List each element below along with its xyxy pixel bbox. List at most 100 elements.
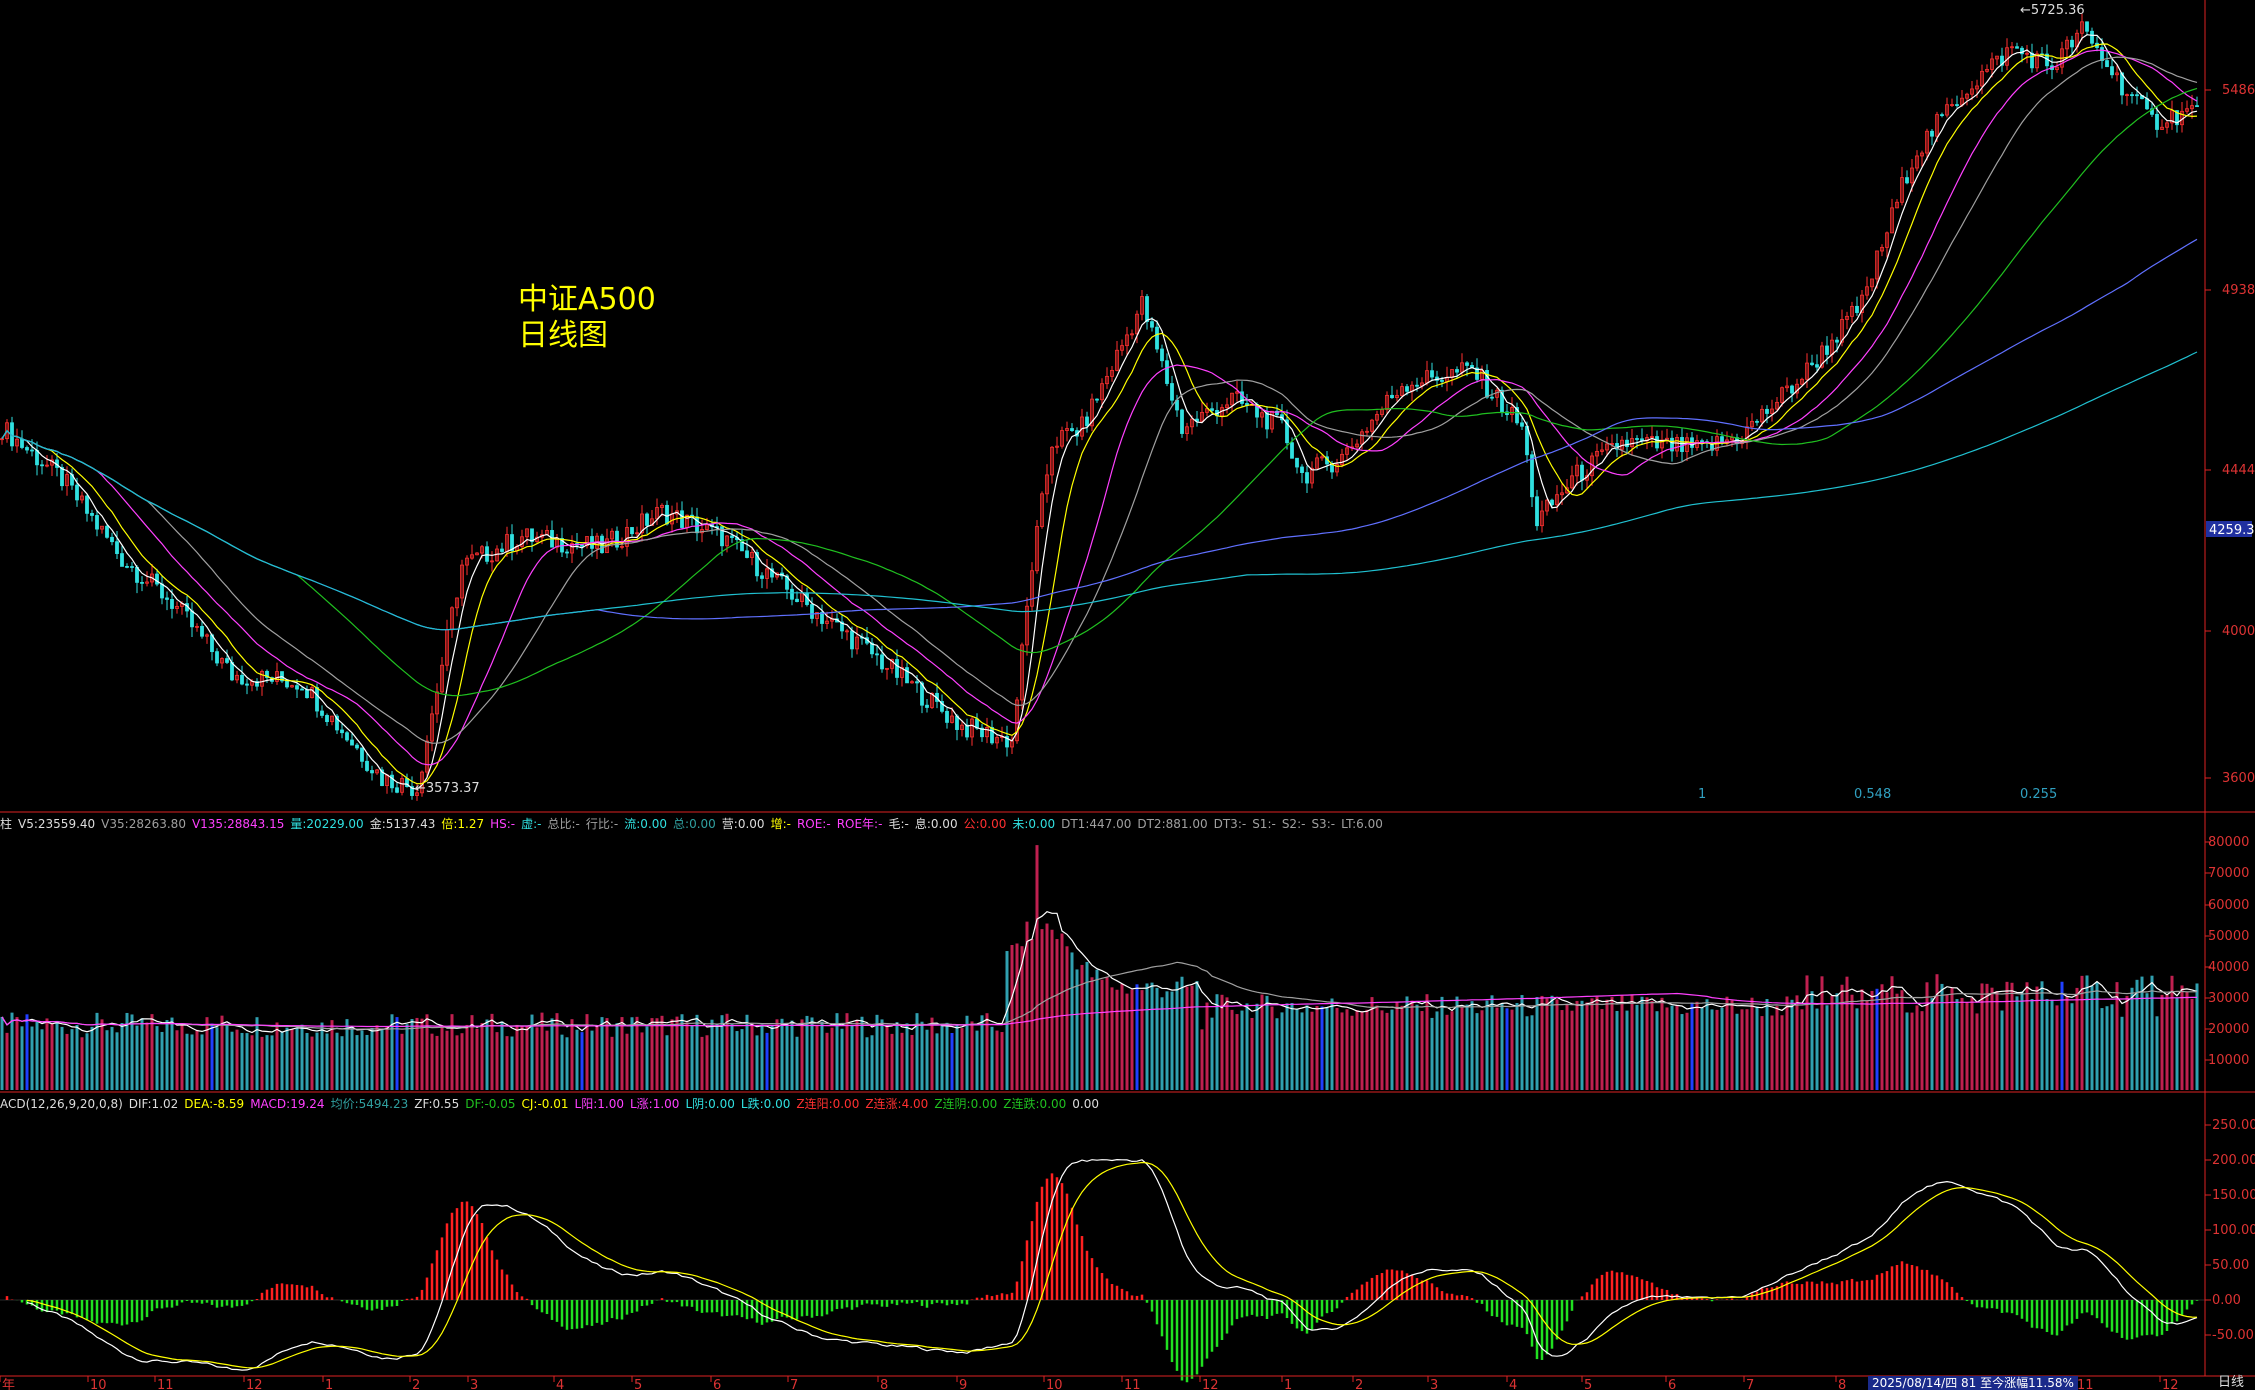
volume-bar [2000,1010,2004,1090]
candle-body [1555,494,1559,506]
volume-bar [1060,933,1064,1090]
candle-body [1810,362,1814,366]
volume-bar [790,1020,794,1090]
volume-bar [2020,991,2024,1090]
volume-bar [1910,1012,1914,1090]
candle-body [625,527,629,547]
candle-body [330,715,334,723]
volume-bar [635,1016,639,1090]
volume-bar [2125,995,2129,1090]
candle-body [2035,53,2039,69]
dif-line [26,1158,2198,1371]
candle-body [1430,370,1434,378]
candle-body [295,685,299,690]
volume-bar [1300,1012,1304,1090]
volume-bar [1540,995,1544,1090]
volume-bar [940,1025,944,1090]
candle-body [1065,428,1069,431]
time-axis-label: 6 [1668,1378,1676,1390]
volume-bar [2045,999,2049,1090]
macd-panel[interactable] [0,1158,2205,1383]
volume-bar [2105,1006,2109,1090]
volume-bar [870,1035,874,1090]
volume-bar [1990,987,1994,1090]
volume-bar [1100,979,1104,1090]
price-panel[interactable]: ←5725.36 ←3573.37 1 0.548 0.255 [0,3,2199,802]
candle-body [940,701,944,712]
volume-bar [65,1033,69,1090]
candle-body [1865,286,1869,296]
volume-bar [200,1034,204,1090]
fib-label: 0.548 [1854,787,1891,802]
candle-body [1505,411,1509,416]
candle-body [1110,369,1114,377]
volume-axis-label: 20000 [2208,1022,2249,1037]
indicator-value: 0.00 [1072,1097,1099,1111]
candle-body [1100,383,1104,401]
indicator-value: 公:0.00 [963,817,1007,831]
volume-ma135-line [1,992,2197,1028]
candle-body [2160,126,2164,130]
volume-panel[interactable] [0,845,2199,1090]
candle-body [1965,93,1969,99]
candle-body [115,541,119,554]
volume-bar [1360,1011,1364,1090]
volume-bar [1725,996,1729,1090]
candle-body [1675,437,1679,452]
candle-body [380,769,384,787]
candle-body [440,664,444,693]
volume-bar [780,1018,784,1090]
ma10-line [1,43,2198,785]
candle-body [2135,94,2139,97]
volume-bar [345,1019,349,1090]
volume-bar [1670,1005,1674,1090]
time-axis-label: 1 [325,1378,333,1390]
price-axis-label: 4938 [2222,283,2255,298]
candle-body [1390,394,1394,399]
candle-body [770,568,774,578]
candle-body [220,658,224,664]
volume-bar [775,1019,779,1090]
volume-bar [1770,1015,1774,1090]
volume-bar [1420,1011,1424,1090]
candle-body [1365,430,1369,433]
volume-bar [950,1032,954,1090]
volume-bar [1920,1011,1924,1090]
candle-body [1235,391,1239,394]
volume-bar [1095,969,1099,1090]
volume-bar [960,1028,964,1090]
volume-bar [630,1017,634,1090]
candle-body [1120,345,1124,351]
candle-body [565,551,569,554]
indicator-value: ROE:- [796,817,831,831]
volume-bar [2185,992,2189,1090]
volume-bar [1515,1003,1519,1090]
volume-bar [125,1012,129,1090]
volume-bar [900,1032,904,1090]
volume-bar [1980,983,1984,1090]
volume-bar [2015,996,2019,1090]
indicator-value: 量:20229.00 [290,817,364,831]
candle-body [795,598,799,602]
candle-body [755,551,759,577]
volume-bar [1740,1009,1744,1090]
candle-body [915,681,919,684]
candle-body [30,449,34,452]
period-mode[interactable]: 日线 [2218,1375,2245,1390]
volume-bar [380,1028,384,1090]
indicator-value: 营:0.00 [721,817,765,831]
candle-body [2025,52,2029,55]
candle-body [1320,456,1324,459]
time-axis-label: 12 [2162,1378,2179,1390]
candle-body [2010,46,2014,49]
candle-body [1165,360,1169,384]
price-axis-label: 5486 [2222,83,2255,98]
candle-body [1835,339,1839,343]
indicator-value: HS:- [490,817,516,831]
candle-body [900,667,904,678]
candle-body [750,551,754,558]
volume-bar [855,1019,859,1090]
time-axis-label: 8 [1838,1378,1846,1390]
dea-line [26,1161,2198,1369]
